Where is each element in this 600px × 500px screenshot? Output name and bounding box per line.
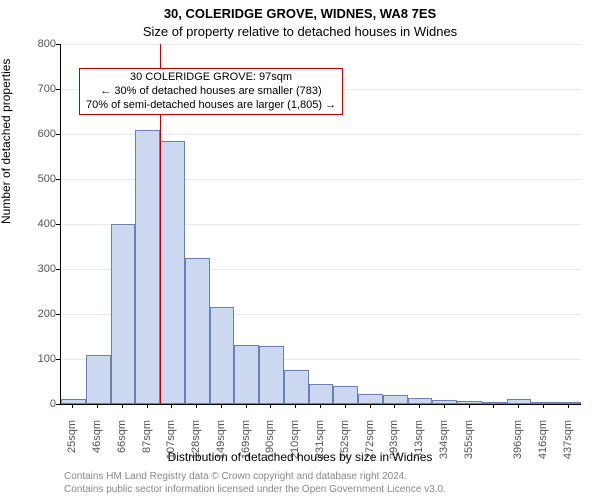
x-tick-mark: [568, 404, 569, 408]
x-tick-mark: [72, 404, 73, 408]
x-tick-mark: [444, 404, 445, 408]
histogram-bar: [358, 394, 383, 404]
x-tick-mark: [122, 404, 123, 408]
y-tick-mark: [56, 404, 60, 405]
x-tick-mark: [419, 404, 420, 408]
histogram-bar: [135, 130, 160, 405]
histogram-bar: [210, 307, 235, 404]
x-tick-label: 149sqm: [215, 420, 227, 480]
x-tick-mark: [171, 404, 172, 408]
y-tick-label: 500: [16, 173, 56, 185]
y-tick-mark: [56, 359, 60, 360]
x-tick-mark: [518, 404, 519, 408]
x-tick-mark: [147, 404, 148, 408]
x-tick-mark: [246, 404, 247, 408]
histogram-bar: [507, 399, 532, 404]
y-tick-mark: [56, 269, 60, 270]
annotation-line-2: ← 30% of detached houses are smaller (78…: [86, 85, 336, 99]
x-tick-mark: [221, 404, 222, 408]
y-tick-label: 400: [16, 218, 56, 230]
y-axis-label: Number of detached properties: [0, 59, 13, 224]
histogram-bar: [234, 345, 259, 404]
x-tick-label: 272sqm: [364, 420, 376, 480]
credit-line-2: Contains public sector information licen…: [64, 484, 446, 497]
x-tick-label: 396sqm: [512, 420, 524, 480]
x-tick-label: 293sqm: [388, 420, 400, 480]
histogram-bar: [482, 402, 507, 404]
x-tick-label: 313sqm: [413, 420, 425, 480]
histogram-bar: [111, 224, 136, 404]
histogram-bar: [457, 401, 482, 404]
y-tick-mark: [56, 89, 60, 90]
reference-annotation: 30 COLERIDGE GROVE: 97sqm ← 30% of detac…: [79, 68, 343, 115]
page-title-line1: 30, COLERIDGE GROVE, WIDNES, WA8 7ES: [0, 6, 600, 21]
annotation-line-1: 30 COLERIDGE GROVE: 97sqm: [86, 71, 336, 85]
histogram-bar: [432, 400, 457, 405]
histogram-bar: [160, 141, 185, 404]
gridline-h: [61, 44, 581, 45]
x-tick-mark: [196, 404, 197, 408]
x-tick-mark: [469, 404, 470, 408]
x-tick-label: 87sqm: [141, 420, 153, 480]
chart-plot-area: 30 COLERIDGE GROVE: 97sqm ← 30% of detac…: [60, 44, 581, 405]
y-tick-label: 0: [16, 398, 56, 410]
x-tick-label: 25sqm: [66, 420, 78, 480]
histogram-bar: [185, 258, 210, 404]
x-tick-mark: [493, 404, 494, 408]
y-tick-label: 100: [16, 353, 56, 365]
y-tick-mark: [56, 44, 60, 45]
x-tick-label: 190sqm: [264, 420, 276, 480]
x-tick-label: 107sqm: [165, 420, 177, 480]
y-tick-mark: [56, 314, 60, 315]
x-tick-label: 169sqm: [240, 420, 252, 480]
x-tick-mark: [320, 404, 321, 408]
histogram-bar: [408, 398, 433, 404]
x-tick-mark: [295, 404, 296, 408]
x-tick-label: 355sqm: [463, 420, 475, 480]
y-tick-label: 600: [16, 128, 56, 140]
x-tick-label: 66sqm: [116, 420, 128, 480]
x-tick-label: 416sqm: [537, 420, 549, 480]
y-tick-mark: [56, 134, 60, 135]
x-tick-label: 252sqm: [339, 420, 351, 480]
x-tick-mark: [97, 404, 98, 408]
histogram-bar: [259, 346, 284, 405]
x-tick-mark: [394, 404, 395, 408]
histogram-bar: [333, 386, 358, 404]
x-tick-label: 46sqm: [91, 420, 103, 480]
x-tick-mark: [543, 404, 544, 408]
x-tick-mark: [370, 404, 371, 408]
page-title-line2: Size of property relative to detached ho…: [0, 24, 600, 39]
y-tick-label: 300: [16, 263, 56, 275]
y-tick-mark: [56, 224, 60, 225]
histogram-bar: [383, 395, 408, 404]
x-tick-label: 210sqm: [289, 420, 301, 480]
x-tick-mark: [345, 404, 346, 408]
x-tick-label: 128sqm: [190, 420, 202, 480]
x-tick-label: 231sqm: [314, 420, 326, 480]
y-tick-mark: [56, 179, 60, 180]
x-tick-mark: [270, 404, 271, 408]
x-tick-label: 334sqm: [438, 420, 450, 480]
histogram-bar: [284, 370, 309, 404]
y-tick-label: 700: [16, 83, 56, 95]
x-tick-label: 437sqm: [562, 420, 574, 480]
histogram-bar: [556, 402, 581, 404]
histogram-bar: [309, 384, 334, 404]
histogram-bar: [61, 399, 86, 404]
y-tick-label: 800: [16, 38, 56, 50]
annotation-line-3: 70% of semi-detached houses are larger (…: [86, 99, 336, 113]
histogram-bar: [86, 355, 111, 404]
y-tick-label: 200: [16, 308, 56, 320]
histogram-bar: [531, 402, 556, 404]
